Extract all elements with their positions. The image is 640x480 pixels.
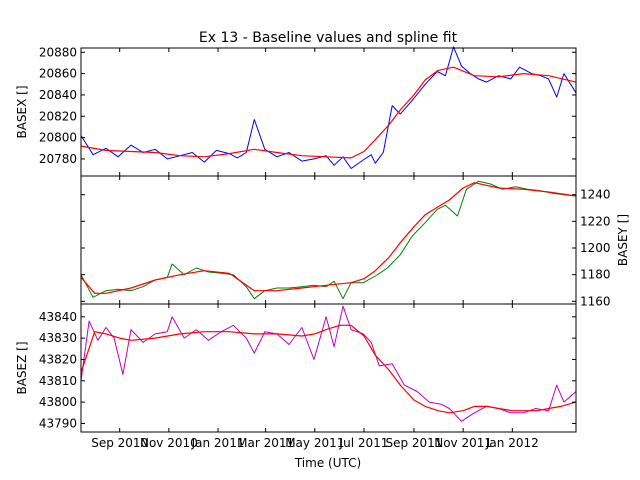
x-tick-label: Nov 2010: [140, 436, 198, 450]
y-tick-label: 20860: [39, 67, 77, 81]
x-tick-label: Nov 2011: [434, 436, 492, 450]
chart-title: Ex 13 - Baseline values and spline fit: [199, 30, 458, 46]
x-tick-label: Jan 2011: [191, 436, 245, 450]
y-tick-label: 43800: [39, 395, 77, 409]
y-tick-label: 43790: [39, 416, 77, 430]
y-tick-label: 20880: [39, 45, 77, 59]
spline-fit-line-3: [80, 324, 577, 414]
y-tick-label: 20800: [39, 131, 77, 145]
spline-fit-line-2: [80, 182, 577, 294]
y-axis-label-2: BASEY []: [616, 214, 630, 266]
y-tick-label: 43820: [39, 352, 77, 366]
x-tick-label: May 2011: [285, 436, 344, 450]
x-tick-label: Jan 2012: [485, 436, 539, 450]
y-axis-label-1: BASEX []: [15, 85, 29, 138]
subplot-frame-3: [80, 303, 577, 433]
x-axis-label: Time (UTC): [294, 456, 361, 470]
x-tick-label: Sep 2011: [385, 436, 442, 450]
data-line-2: [80, 180, 577, 300]
y-tick-label: 20820: [39, 109, 77, 123]
y-tick-label: 1160: [580, 294, 611, 308]
x-tick-label: Sep 2010: [91, 436, 148, 450]
y-tick-label: 1180: [580, 268, 611, 282]
y-tick-label: 20840: [39, 88, 77, 102]
subplot-3: 43790 43800 43810 43820 43830 43840 BASEZ []: [15, 303, 577, 433]
y-tick-label: 1200: [580, 241, 611, 255]
y-axis-label-3: BASEZ []: [15, 341, 29, 394]
y-tick-label: 20780: [39, 152, 77, 166]
subplots: 20780 20800 20820 20840 20860 20880 BASEX [] 11…: [15, 45, 630, 450]
spline-fit-line-1: [80, 66, 577, 159]
y-tick-label: 43830: [39, 331, 77, 345]
subplot-1: 20780 20800 20820 20840 20860 20880 BASEX []: [15, 45, 577, 177]
x-tick-label: Jul 2011: [339, 436, 389, 450]
y-tick-label: 43840: [39, 310, 77, 324]
y-tick-label: 1240: [580, 188, 611, 202]
y-tick-label: 1220: [580, 214, 611, 228]
y-tick-label: 43810: [39, 374, 77, 388]
x-tick-label: Mar 2011: [237, 436, 294, 450]
